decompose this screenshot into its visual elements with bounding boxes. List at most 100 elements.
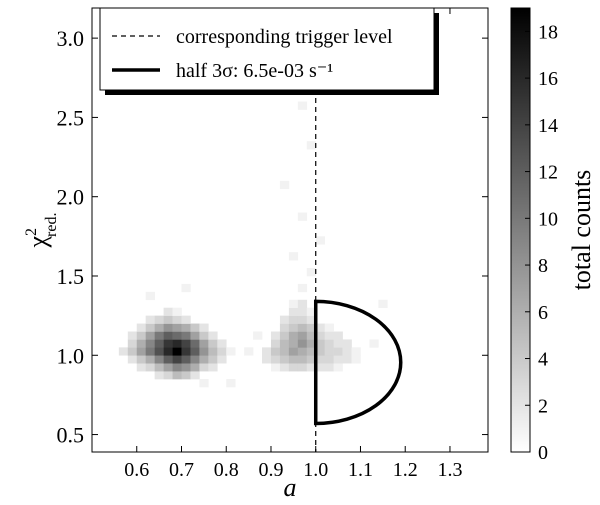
heatmap-cell [288, 339, 299, 348]
heatmap-cell [136, 339, 146, 348]
y-axis-label-symbol: χ [23, 235, 52, 248]
heatmap-cell [297, 355, 308, 364]
heatmap-cell [217, 347, 227, 356]
heatmap-cell [324, 339, 334, 348]
heatmap-cell [181, 355, 191, 364]
heatmap-cell [127, 331, 138, 340]
heatmap-cell [297, 315, 308, 324]
y-tick-label: 0.5 [57, 423, 85, 448]
heatmap-cell [199, 347, 209, 356]
heatmap-cell [181, 323, 191, 332]
x-axis-label: a [284, 473, 297, 500]
heatmap-cell [351, 355, 361, 364]
colorbar-tick-label: 14 [538, 115, 558, 137]
heatmap-cell [199, 323, 209, 332]
heatmap-cell [217, 355, 227, 364]
heatmap-cell [270, 339, 281, 348]
heatmap-cell [288, 323, 299, 332]
heatmap-cell [163, 315, 173, 324]
heatmap-cell [145, 315, 155, 324]
colorbar-tick-label: 18 [538, 21, 558, 43]
heatmap-cell [163, 339, 173, 348]
y-tick-label: 1.5 [57, 264, 85, 289]
heatmap-cell [163, 323, 173, 332]
heatmap-cell [297, 307, 308, 316]
heatmap-cell [208, 347, 218, 356]
heatmap-cell [306, 307, 317, 316]
legend-box [99, 7, 435, 91]
heatmap-cell [145, 331, 155, 340]
colorbar-tick-label: 10 [538, 208, 558, 230]
heatmap-cell [279, 339, 290, 348]
heatmap-cell [217, 339, 227, 348]
colorbar-label: total counts [567, 170, 596, 291]
heatmap-cell [369, 339, 379, 348]
heatmap-cell [199, 379, 209, 388]
heatmap-cell [297, 347, 308, 356]
heatmap-cell [306, 331, 317, 340]
half-ellipse [313, 299, 403, 426]
colorbar-tick-label: 4 [538, 349, 548, 371]
heatmap-cell [324, 347, 334, 356]
heatmap-cell [199, 363, 209, 372]
heatmap-cell [262, 347, 272, 356]
heatmap-cell [199, 355, 209, 364]
heatmap-cell [190, 347, 200, 356]
heatmap-cell [279, 180, 290, 190]
y-tick-label: 2.0 [57, 185, 85, 210]
x-tick-label: 1.3 [437, 459, 462, 481]
heatmap-cell [342, 355, 352, 364]
heatmap-cell [297, 323, 308, 332]
heatmap-cell [279, 331, 290, 340]
heatmap-cell [288, 331, 299, 340]
heatmap-cell [306, 339, 317, 348]
y-tick-label: 3.0 [57, 26, 85, 51]
heatmap-cell [181, 363, 191, 372]
heatmap-cell [297, 101, 308, 110]
heatmap-cell [163, 355, 173, 364]
colorbar-tick-label: 16 [538, 68, 558, 90]
heatmap-cell [136, 323, 146, 332]
heatmap-cell [270, 331, 281, 340]
heatmap-cell [172, 355, 182, 364]
heatmap-cell [145, 355, 155, 364]
heatmap-cell [333, 331, 343, 340]
heatmap-cell [181, 347, 191, 356]
heatmap-cell [208, 339, 218, 348]
x-tick-label: 1.2 [393, 459, 418, 481]
heatmap-cell [181, 371, 191, 380]
heatmap-cell [297, 331, 308, 340]
heatmap-cell [270, 347, 281, 356]
heatmap-cell [315, 355, 325, 364]
heatmap-cell [145, 347, 155, 356]
heatmap-cell [288, 355, 299, 364]
heatmap-cell [127, 347, 138, 356]
heatmap-cell [315, 347, 325, 356]
heatmap-cell [315, 323, 325, 332]
heatmap-cell [145, 323, 155, 332]
heatmap-cell [199, 339, 209, 348]
heatmap-cell [306, 363, 317, 372]
heatmap-cell [190, 355, 200, 364]
heatmap-cell [333, 363, 343, 372]
heatmap-cell [172, 363, 182, 372]
heatmap-cell [127, 339, 138, 348]
heatmap-cell [118, 347, 129, 356]
heatmap-cell [181, 315, 191, 324]
heatmap-cell [154, 371, 164, 380]
heatmap-cell [253, 331, 263, 340]
heatmap-cell [315, 363, 325, 372]
heatmap-cell [288, 347, 299, 356]
heatmap-cell [288, 252, 299, 261]
heatmap-cell [163, 347, 173, 356]
heatmap-cell [190, 371, 200, 380]
heatmap-cell [306, 315, 317, 324]
heatmap-cell [244, 347, 254, 356]
legend-label: half 3σ: 6.5e-03 s⁻¹ [176, 60, 333, 82]
heatmap-cell [172, 323, 182, 332]
heatmap-cell [279, 347, 290, 356]
y-axis-label-sup: 2 [23, 228, 40, 236]
heatmap-cell [154, 331, 164, 340]
heatmap-cell [306, 141, 317, 150]
